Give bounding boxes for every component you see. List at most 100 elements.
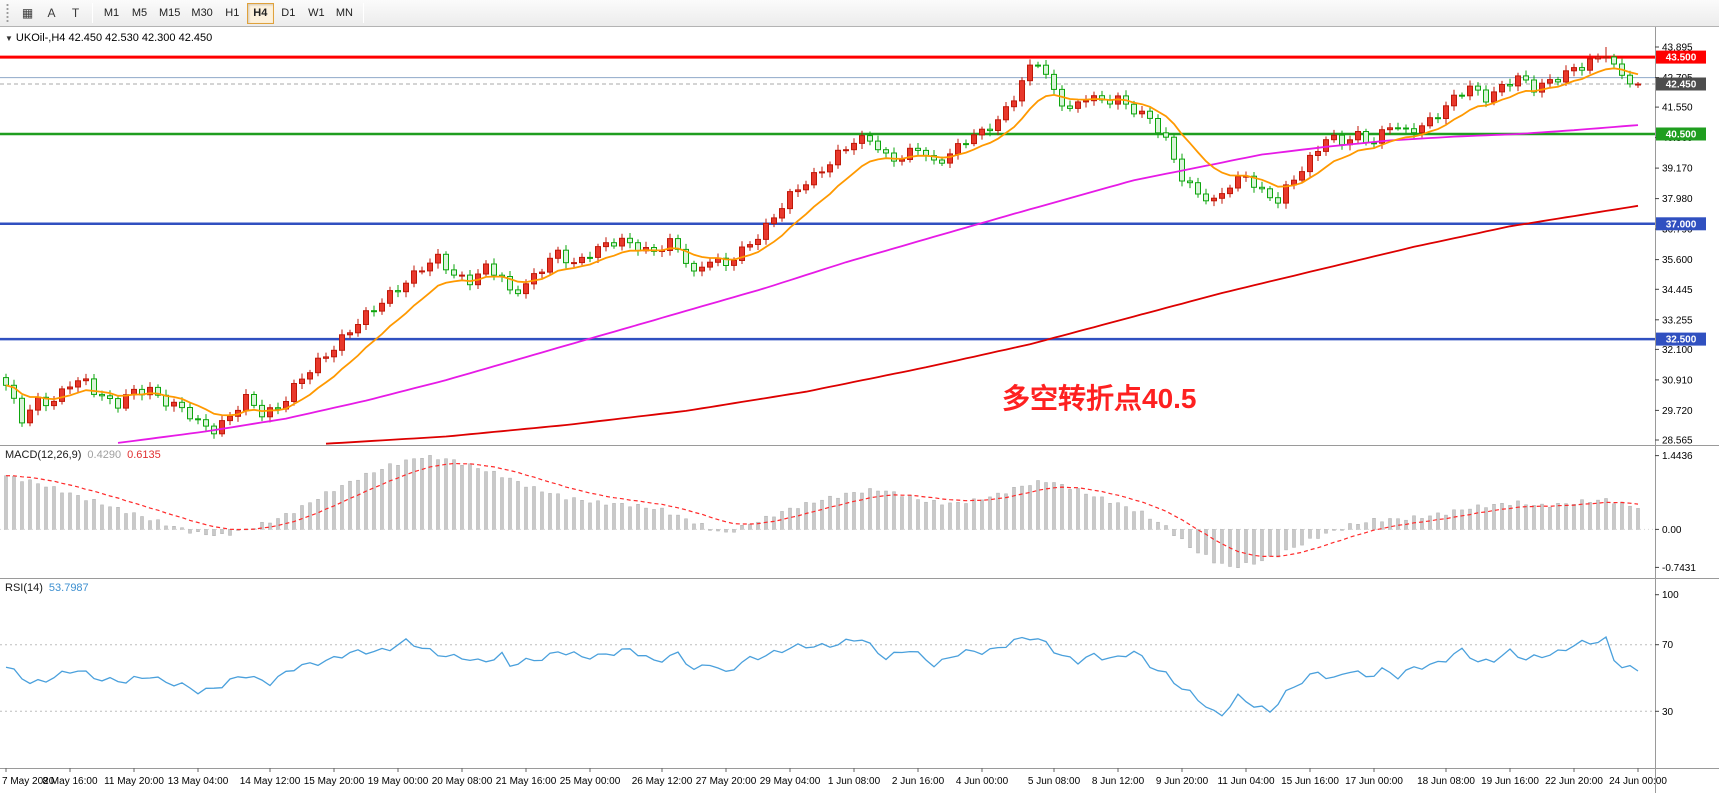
macd-histogram-bar	[1524, 504, 1528, 530]
macd-histogram-bar	[612, 503, 616, 530]
candle-bullish	[1211, 197, 1217, 202]
macd-histogram-bar	[1196, 529, 1200, 554]
candle-bullish	[1355, 131, 1361, 141]
candle-bullish	[619, 237, 625, 247]
macd-histogram-bar	[1540, 503, 1544, 530]
candle-bullish	[459, 274, 465, 277]
candle-bullish	[1387, 127, 1393, 131]
macd-histogram-bar	[732, 529, 736, 533]
candle-bullish	[1563, 70, 1569, 83]
macd-histogram-bar	[108, 506, 112, 530]
macd-histogram-bar	[1492, 504, 1496, 530]
candles-layer	[3, 47, 1641, 439]
candle-bearish	[1403, 127, 1409, 130]
macd-histogram-bar	[316, 499, 320, 530]
macd-histogram-bar	[740, 525, 744, 530]
candle-bullish	[603, 242, 609, 248]
candle-bullish	[1587, 58, 1593, 71]
candle-bearish	[443, 253, 449, 271]
candle-bullish	[51, 400, 57, 407]
candle-bearish	[43, 396, 49, 407]
chart-button[interactable]: ▦	[16, 3, 39, 24]
symbol-info: ▼ UKOil-,H4 42.450 42.530 42.300 42.450	[5, 32, 212, 44]
candle-bullish	[83, 378, 89, 382]
candle-bearish	[883, 149, 889, 154]
price-scale[interactable]	[1655, 27, 1719, 768]
time-axis-label: 24 Jun 00:00	[1609, 776, 1667, 787]
rsi-scale-label: 30	[1662, 707, 1674, 718]
candle-bullish	[699, 266, 705, 272]
candle-bearish	[683, 248, 689, 264]
macd-histogram-bar	[524, 486, 528, 530]
timeframe-h4-button[interactable]: H4	[246, 2, 274, 24]
macd-histogram-bar	[1564, 503, 1568, 530]
macd-histogram-bar	[508, 477, 512, 530]
price-scale-label: 34.445	[1662, 285, 1693, 296]
candle-bullish	[531, 273, 537, 285]
chart-icon: ▦	[21, 6, 34, 20]
candle-bearish	[635, 242, 641, 252]
candle-bullish	[435, 253, 441, 264]
macd-histogram-bar	[1164, 525, 1168, 530]
macd-histogram-bar	[1236, 529, 1240, 568]
candle-bearish	[627, 237, 633, 244]
candle-bullish	[75, 380, 81, 388]
timeframe-m5-button[interactable]: M5	[126, 3, 153, 24]
candle-bullish	[123, 394, 129, 409]
text-label-button[interactable]: T	[64, 3, 87, 24]
macd-histogram-bar	[652, 509, 656, 530]
chart-canvas[interactable]: 43.89542.70541.55040.36039.17037.98036.7…	[0, 27, 1719, 793]
macd-histogram-bar	[932, 499, 936, 530]
macd-histogram-bar	[476, 468, 480, 530]
timeframe-m1-button[interactable]: M1	[98, 3, 125, 24]
annotation-text: 多空转折点40.5	[1002, 382, 1197, 414]
price-badge	[1656, 77, 1706, 91]
candle-bullish	[27, 409, 33, 424]
macd-histogram-bar	[228, 529, 232, 536]
candle-bullish	[1083, 100, 1089, 103]
price-scale-labels: 43.89542.70541.55040.36039.17037.98036.7…	[1655, 43, 1706, 718]
macd-histogram-bar	[396, 465, 400, 530]
time-axis-label: 15 May 20:00	[304, 776, 365, 787]
macd-histogram-bar	[1588, 502, 1592, 530]
timeframe-m30-button[interactable]: M30	[186, 3, 217, 24]
candle-bearish	[1275, 197, 1281, 204]
timeframe-w1-button[interactable]: W1	[303, 3, 330, 24]
candle-bullish	[291, 383, 297, 402]
time-axis[interactable]	[0, 768, 1719, 793]
candle-bearish	[515, 289, 521, 295]
macd-histogram-bar	[1284, 529, 1288, 551]
macd-histogram-bar	[4, 475, 8, 530]
time-axis-label: 8 May 16:00	[42, 776, 97, 787]
time-axis-label: 8 Jun 12:00	[1092, 776, 1145, 787]
timeframe-m15-button[interactable]: M15	[154, 3, 185, 24]
candle-bullish	[571, 262, 577, 265]
macd-histogram-bar	[76, 495, 80, 530]
timeframe-d1-button[interactable]: D1	[275, 3, 302, 24]
timeframe-h1-button[interactable]: H1	[219, 3, 246, 24]
macd-histogram-bar	[268, 522, 272, 530]
candle-bearish	[867, 135, 873, 142]
macd-histogram-bar	[1172, 529, 1176, 536]
timeframe-mn-button[interactable]: MN	[331, 3, 358, 24]
candle-bullish	[555, 249, 561, 259]
candle-bullish	[67, 386, 73, 390]
candle-bearish	[1147, 110, 1153, 119]
candle-bullish	[59, 388, 65, 402]
candle-bearish	[115, 398, 121, 409]
macd-histogram-bar	[492, 470, 496, 530]
insert-text-button[interactable]: A	[40, 3, 63, 24]
toolbar-drag-handle[interactable]	[5, 4, 10, 22]
macd-histogram-bar	[1580, 499, 1584, 530]
candle-bearish	[1035, 64, 1041, 67]
candle-bullish	[1003, 106, 1009, 121]
macd-histogram-bar	[812, 502, 816, 530]
macd-histogram-bar	[900, 496, 904, 530]
macd-histogram-bar	[1252, 529, 1256, 565]
macd-main-value: 0.4290	[87, 449, 121, 461]
macd-histogram-bar	[1028, 485, 1032, 530]
candle-bearish	[491, 263, 497, 276]
macd-histogram-bar	[148, 520, 152, 530]
macd-histogram-bar	[1060, 484, 1064, 530]
rsi-scale-label: 70	[1662, 640, 1674, 651]
